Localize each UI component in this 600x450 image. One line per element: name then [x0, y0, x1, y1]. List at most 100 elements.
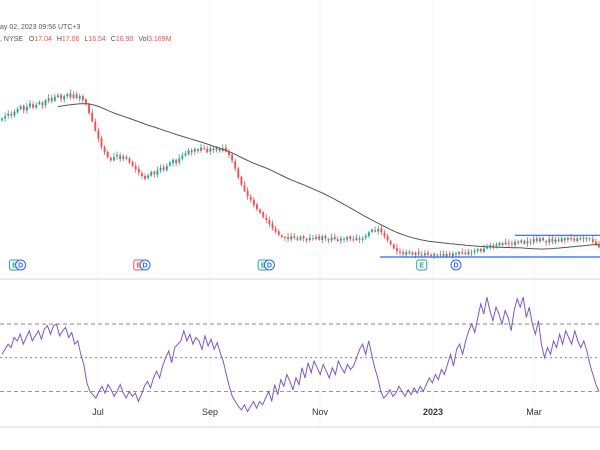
candle[interactable] — [53, 93, 56, 103]
candle[interactable] — [119, 152, 122, 162]
candle[interactable] — [10, 111, 13, 119]
candle[interactable] — [237, 167, 240, 180]
candle[interactable] — [514, 239, 517, 248]
candle[interactable] — [240, 175, 243, 187]
candle[interactable] — [299, 235, 302, 241]
candle[interactable] — [256, 202, 258, 212]
candle[interactable] — [156, 166, 159, 178]
candle[interactable] — [576, 235, 579, 243]
candle[interactable] — [470, 249, 473, 256]
candle[interactable] — [349, 235, 352, 241]
candle[interactable] — [554, 236, 557, 245]
candle[interactable] — [231, 152, 234, 164]
candle[interactable] — [184, 150, 187, 157]
candle[interactable] — [66, 93, 69, 99]
candle[interactable] — [476, 247, 479, 254]
candle[interactable] — [308, 233, 311, 243]
candle[interactable] — [520, 238, 523, 244]
candle[interactable] — [100, 135, 103, 150]
candle[interactable] — [355, 234, 358, 242]
candle[interactable] — [464, 249, 467, 256]
candle[interactable] — [542, 236, 544, 242]
candle[interactable] — [352, 235, 355, 242]
candle[interactable] — [461, 248, 464, 256]
candle[interactable] — [262, 211, 265, 219]
candle[interactable] — [311, 234, 314, 241]
candle[interactable] — [510, 240, 513, 248]
candle[interactable] — [566, 236, 569, 243]
candle[interactable] — [551, 234, 554, 245]
candle[interactable] — [582, 235, 585, 243]
candle[interactable] — [433, 252, 436, 260]
candle[interactable] — [165, 163, 168, 172]
candle[interactable] — [78, 93, 81, 103]
candle[interactable] — [103, 145, 106, 155]
candle[interactable] — [57, 92, 59, 99]
candle[interactable] — [563, 236, 566, 244]
candle[interactable] — [467, 248, 470, 256]
candle[interactable] — [274, 226, 277, 234]
candle[interactable] — [386, 234, 389, 243]
candle[interactable] — [125, 155, 128, 161]
candle[interactable] — [402, 249, 405, 257]
candle[interactable] — [181, 152, 184, 161]
candle[interactable] — [423, 250, 426, 258]
candle[interactable] — [271, 220, 274, 231]
candle[interactable] — [212, 146, 215, 154]
candle[interactable] — [535, 235, 538, 244]
candle[interactable] — [122, 153, 125, 162]
candle[interactable] — [517, 239, 520, 246]
candle[interactable] — [246, 187, 249, 200]
candle[interactable] — [458, 250, 461, 257]
dividend-marker[interactable]: D — [15, 259, 27, 271]
candle[interactable] — [479, 247, 482, 254]
candle[interactable] — [63, 94, 66, 103]
candle[interactable] — [327, 238, 330, 243]
candle[interactable] — [265, 214, 268, 224]
candle[interactable] — [147, 173, 150, 180]
candle[interactable] — [178, 154, 181, 165]
candle[interactable] — [175, 158, 178, 167]
candle[interactable] — [280, 234, 283, 239]
candle[interactable] — [302, 234, 305, 242]
candle[interactable] — [361, 235, 364, 243]
candle[interactable] — [364, 233, 367, 241]
candle[interactable] — [116, 151, 119, 160]
candle[interactable] — [13, 109, 16, 118]
candle[interactable] — [29, 100, 31, 110]
candle[interactable] — [451, 251, 454, 260]
candle[interactable] — [91, 108, 94, 123]
candle[interactable] — [377, 225, 380, 235]
candle[interactable] — [16, 106, 19, 114]
candle[interactable] — [588, 237, 591, 242]
candle[interactable] — [560, 236, 563, 243]
candle[interactable] — [209, 145, 212, 156]
candle[interactable] — [252, 197, 255, 208]
candle[interactable] — [545, 240, 548, 246]
candle[interactable] — [523, 239, 526, 245]
candle[interactable] — [94, 118, 97, 132]
candle[interactable] — [538, 236, 541, 243]
candle[interactable] — [4, 112, 7, 122]
candle[interactable] — [75, 91, 78, 100]
candle[interactable] — [492, 243, 495, 250]
candle[interactable] — [585, 236, 588, 242]
candle[interactable] — [526, 237, 529, 247]
candle[interactable] — [268, 216, 271, 228]
candle[interactable] — [371, 228, 373, 234]
candle[interactable] — [430, 252, 433, 257]
candle[interactable] — [25, 103, 28, 114]
candle[interactable] — [144, 173, 146, 181]
candle[interactable] — [336, 236, 339, 243]
candle[interactable] — [532, 236, 535, 245]
candle[interactable] — [343, 237, 345, 243]
candle[interactable] — [315, 234, 318, 241]
candle[interactable] — [405, 249, 408, 257]
candle[interactable] — [22, 104, 25, 114]
price-pane[interactable] — [1, 89, 600, 260]
dividend-marker[interactable]: D — [450, 259, 462, 271]
candle[interactable] — [168, 160, 171, 167]
rsi-pane[interactable] — [0, 296, 600, 413]
candle[interactable] — [293, 233, 296, 240]
candle[interactable] — [557, 236, 560, 243]
